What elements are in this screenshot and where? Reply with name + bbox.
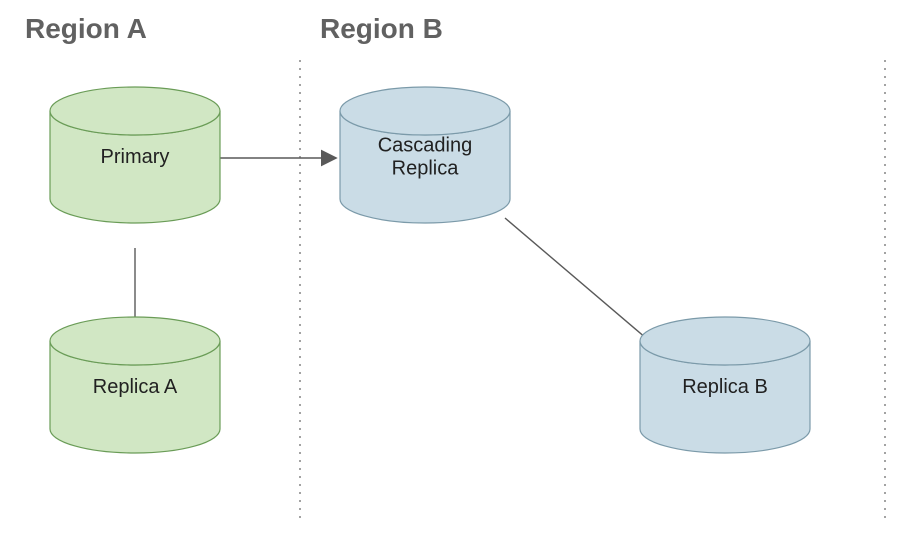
node-primary: Primary	[50, 87, 220, 223]
region-b-title: Region B	[320, 13, 443, 44]
node-primary-label: Primary	[101, 146, 170, 168]
node-replica-b-label: Replica B	[682, 376, 768, 398]
node-cascading: CascadingReplica	[340, 87, 510, 223]
diagram-canvas: Region ARegion BprimaryprimarycascadingP…	[0, 0, 910, 534]
node-replica-a-label: Replica A	[93, 376, 178, 398]
region-a-title: Region A	[25, 13, 147, 44]
node-cascading-label: CascadingReplica	[378, 135, 473, 180]
node-replica-b: Replica B	[640, 317, 810, 453]
node-replica-a: Replica A	[50, 317, 220, 453]
